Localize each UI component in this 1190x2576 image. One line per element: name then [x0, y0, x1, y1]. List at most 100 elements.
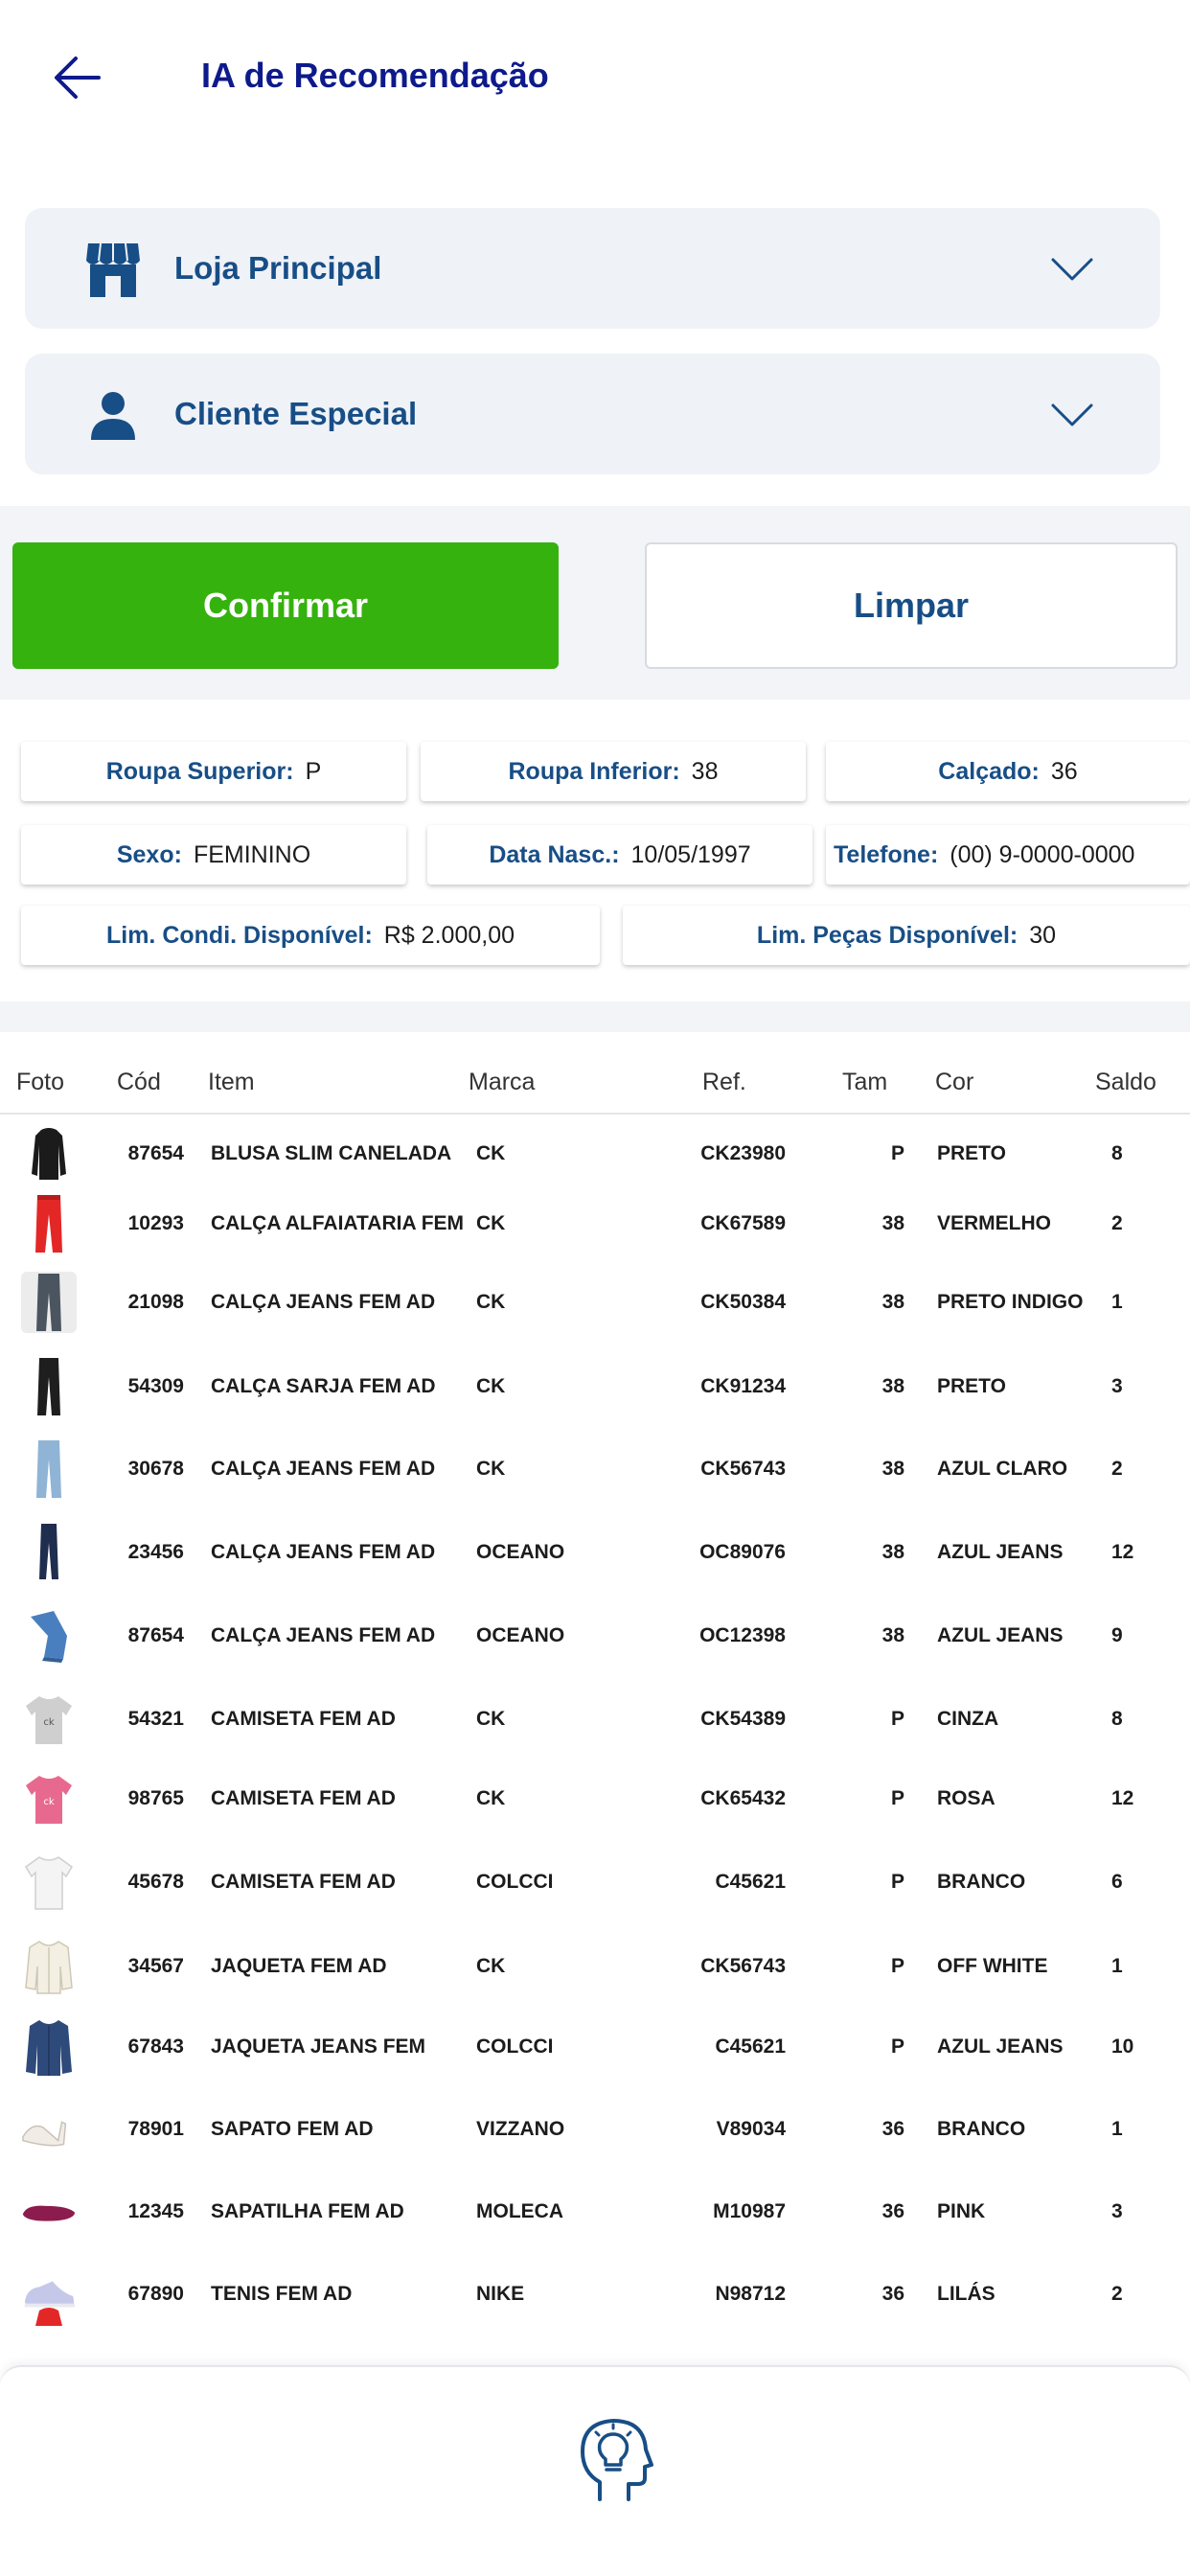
product-thumbnail: [21, 1123, 77, 1184]
brand-cell: CK: [476, 1212, 506, 1234]
column-header: Tam: [842, 1069, 888, 1095]
code-cell: 87654: [127, 1624, 184, 1646]
size-cell: P: [890, 1142, 904, 1164]
item-cell: CALÇA SARJA FEM AD: [211, 1375, 436, 1397]
color-cell: AZUL JEANS: [937, 1541, 1064, 1563]
size-cell: 38: [881, 1541, 904, 1563]
code-cell: 10293: [127, 1212, 184, 1234]
table-row[interactable]: 12345 SAPATILHA FEM AD MOLECA M10987 36 PINK 3: [0, 2174, 1190, 2250]
table-row[interactable]: 54309 CALÇA SARJA FEM AD CK CK91234 38 PRETO 3: [0, 1348, 1190, 1425]
stock-cell: 2: [1111, 2283, 1123, 2305]
table-header: Foto Cód Item Marca Ref. Tam Cor Saldo: [0, 1032, 1190, 1115]
product-thumbnail: [21, 1438, 77, 1500]
table-row[interactable]: ck 54321 CAMISETA FEM AD CK CK54389 P CINZA 8: [0, 1681, 1190, 1758]
item-cell: CALÇA JEANS FEM AD: [211, 1291, 436, 1313]
info-value: R$ 2.000,00: [383, 921, 515, 949]
stock-cell: 3: [1111, 1375, 1123, 1397]
table-row[interactable]: 23456 CALÇA JEANS FEM AD OCEANO OC89076 38 AZ…: [0, 1514, 1190, 1591]
bottom-panel: [0, 2365, 1190, 2576]
info-top-size: Roupa Superior: P: [21, 742, 406, 801]
brand-cell: CK: [476, 1955, 506, 1977]
product-thumbnail: [21, 1356, 77, 1417]
ref-cell: V89034: [716, 2118, 786, 2140]
color-cell: LILÁS: [937, 2283, 995, 2305]
clear-button[interactable]: Limpar: [645, 542, 1178, 669]
customer-info: Roupa Superior: P Roupa Inferior: 38 Cal…: [0, 700, 1190, 1001]
table-row[interactable]: 34567 JAQUETA FEM AD CK CK56743 P OFF WHITE 1: [0, 1928, 1190, 2005]
product-thumbnail: [21, 2264, 77, 2325]
back-arrow-icon[interactable]: [48, 48, 107, 107]
brand-cell: VIZZANO: [476, 2118, 565, 2140]
item-cell: CALÇA JEANS FEM AD: [211, 1624, 436, 1646]
product-thumbnail: [21, 1605, 77, 1667]
size-cell: P: [890, 2036, 904, 2058]
table-row[interactable]: 67843 JAQUETA JEANS FEM COLCCI C45621 P AZUL …: [0, 2009, 1190, 2085]
item-cell: TENIS FEM AD: [211, 2283, 353, 2305]
stock-cell: 2: [1111, 1458, 1123, 1480]
item-cell: CALÇA ALFAIATARIA FEM: [211, 1212, 465, 1234]
column-header: Saldo: [1095, 1069, 1156, 1095]
ref-cell: CK91234: [700, 1375, 786, 1397]
item-cell: JAQUETA FEM AD: [211, 1955, 387, 1977]
info-bottom-size: Roupa Inferior: 38: [421, 742, 806, 801]
info-value: 30: [1029, 921, 1057, 949]
color-cell: AZUL JEANS: [937, 2036, 1064, 2058]
brand-cell: COLCCI: [476, 2036, 554, 2058]
info-phone: Telefone: (00) 9-0000-0000: [826, 825, 1190, 885]
info-value: 38: [691, 757, 719, 785]
brand-cell: CK: [476, 1375, 506, 1397]
page-title: IA de Recomendação: [201, 56, 549, 95]
size-cell: 38: [881, 1375, 904, 1397]
stock-cell: 10: [1111, 2036, 1134, 2058]
stock-cell: 1: [1111, 1955, 1123, 1977]
ai-head-lightbulb-icon[interactable]: [577, 2415, 653, 2511]
table-row[interactable]: 78901 SAPATO FEM AD VIZZANO V89034 36 BRANCO 1: [0, 2091, 1190, 2168]
info-value: FEMININO: [193, 840, 311, 868]
stock-cell: 8: [1111, 1142, 1123, 1164]
ref-cell: CK54389: [700, 1708, 786, 1730]
stock-cell: 12: [1111, 1541, 1134, 1563]
client-select[interactable]: Cliente Especial: [25, 354, 1160, 474]
brand-cell: CK: [476, 1787, 506, 1809]
size-cell: P: [890, 1708, 904, 1730]
table-row[interactable]: 21098 CALÇA JEANS FEM AD CK CK50384 38 PRETO …: [0, 1264, 1190, 1341]
info-sex: Sexo: FEMININO: [21, 825, 406, 885]
svg-text:ck: ck: [43, 1797, 54, 1807]
size-cell: 38: [881, 1212, 904, 1234]
store-icon: [80, 237, 146, 302]
table-row[interactable]: 30678 CALÇA JEANS FEM AD CK CK56743 38 AZUL C…: [0, 1431, 1190, 1507]
info-label: Lim. Peças Disponível:: [756, 921, 1018, 949]
table-row[interactable]: 67890 TENIS FEM AD NIKE N98712 36 LILÁS 2: [0, 2256, 1190, 2333]
product-thumbnail: [21, 1272, 77, 1333]
info-label: Roupa Superior:: [105, 757, 294, 785]
column-header: Cor: [935, 1069, 974, 1095]
color-cell: CINZA: [937, 1708, 999, 1730]
ref-cell: C45621: [715, 1871, 786, 1893]
table-row[interactable]: 87654 CALÇA JEANS FEM AD OCEANO OC12398 38 AZ…: [0, 1598, 1190, 1674]
stock-cell: 2: [1111, 1212, 1123, 1234]
ref-cell: CK50384: [700, 1291, 786, 1313]
table-row[interactable]: 87654 BLUSA SLIM CANELADA CK CK23980 P PRETO 8: [0, 1116, 1190, 1192]
code-cell: 21098: [127, 1291, 184, 1313]
product-thumbnail: [21, 2016, 77, 2078]
ref-cell: N98712: [715, 2283, 786, 2305]
client-select-label: Cliente Especial: [174, 396, 418, 431]
info-credit-limit: Lim. Condi. Disponível: R$ 2.000,00: [21, 906, 600, 965]
info-label: Roupa Inferior:: [508, 757, 680, 785]
ref-cell: CK65432: [700, 1787, 786, 1809]
product-thumbnail: [21, 1522, 77, 1583]
table-row[interactable]: ck 98765 CAMISETA FEM AD CK CK65432 P ROSA 12: [0, 1760, 1190, 1837]
code-cell: 34567: [127, 1955, 184, 1977]
table-row[interactable]: 45678 CAMISETA FEM AD COLCCI C45621 P BRANCO 6: [0, 1844, 1190, 1920]
size-cell: P: [890, 1955, 904, 1977]
action-bar: Confirmar Limpar: [0, 508, 1190, 700]
size-cell: 38: [881, 1624, 904, 1646]
store-select[interactable]: Loja Principal: [25, 208, 1160, 329]
confirm-button[interactable]: Confirmar: [12, 542, 559, 669]
info-value: P: [305, 757, 322, 785]
product-thumbnail: ck: [21, 1768, 77, 1829]
table-row[interactable]: 10293 CALÇA ALFAIATARIA FEM CK CK67589 38 VER…: [0, 1185, 1190, 1262]
product-thumbnail: [21, 1936, 77, 1997]
size-cell: 36: [881, 2200, 904, 2222]
color-cell: PRETO: [937, 1375, 1006, 1397]
